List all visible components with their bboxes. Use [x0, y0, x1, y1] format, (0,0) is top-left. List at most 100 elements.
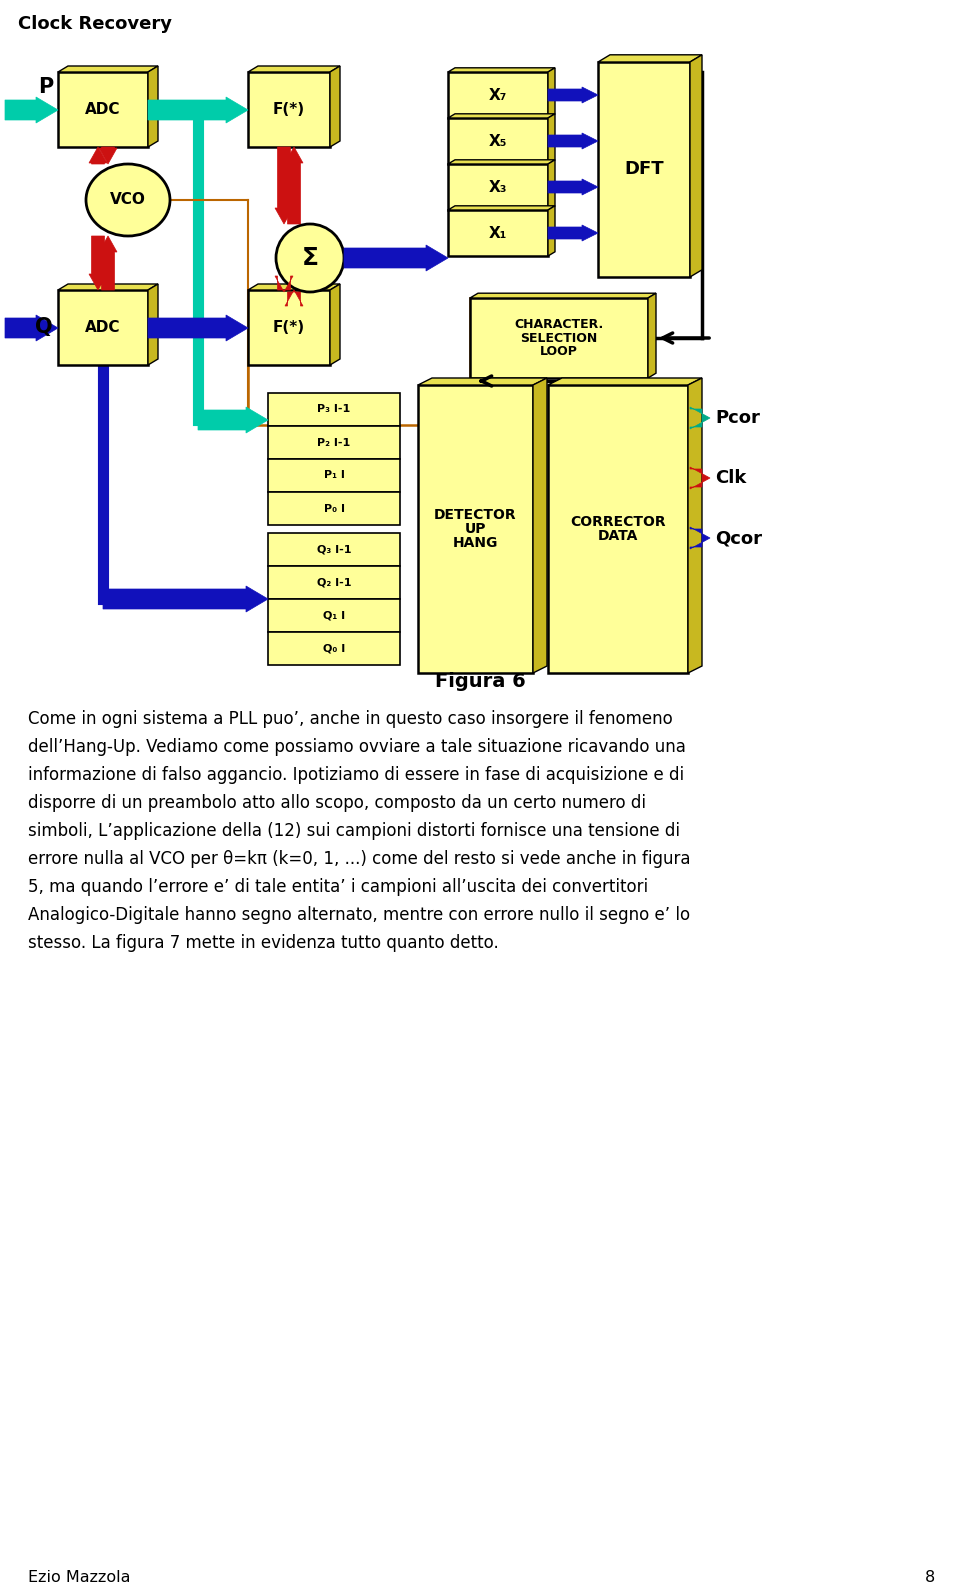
Polygon shape	[548, 159, 555, 210]
Polygon shape	[690, 527, 710, 549]
Text: P₃ I-1: P₃ I-1	[318, 404, 350, 414]
Text: P₁ I: P₁ I	[324, 471, 345, 481]
Polygon shape	[268, 533, 400, 567]
Text: X₇: X₇	[489, 88, 507, 102]
Text: disporre di un preambolo atto allo scopo, composto da un certo numero di: disporre di un preambolo atto allo scopo…	[28, 794, 646, 812]
Text: Q₁ I: Q₁ I	[323, 610, 345, 621]
Polygon shape	[99, 146, 117, 164]
Text: informazione di falso aggancio. Ipotiziamo di essere in fase di acquisizione e d: informazione di falso aggancio. Ipotizia…	[28, 766, 684, 783]
Text: Clk: Clk	[715, 470, 746, 487]
Polygon shape	[58, 283, 158, 290]
Polygon shape	[448, 113, 555, 118]
Polygon shape	[648, 293, 656, 377]
Polygon shape	[268, 427, 400, 458]
Text: P₂ I-1: P₂ I-1	[318, 438, 350, 447]
Text: DATA: DATA	[598, 529, 638, 543]
Polygon shape	[548, 205, 555, 256]
Text: Ezio Mazzola: Ezio Mazzola	[28, 1570, 131, 1586]
Text: F(*): F(*)	[273, 102, 305, 116]
Text: P₀ I: P₀ I	[324, 503, 345, 514]
Text: LOOP: LOOP	[540, 344, 578, 358]
Polygon shape	[275, 275, 293, 291]
Polygon shape	[99, 236, 117, 290]
Text: simboli, L’applicazione della (12) sui campioni distorti fornisce una tensione d: simboli, L’applicazione della (12) sui c…	[28, 821, 680, 841]
Polygon shape	[598, 62, 690, 277]
Polygon shape	[268, 632, 400, 665]
Polygon shape	[148, 65, 158, 146]
Polygon shape	[285, 146, 303, 224]
Text: 5, ma quando l’errore e’ di tale entita’ i campioni all’uscita dei convertitori: 5, ma quando l’errore e’ di tale entita’…	[28, 879, 648, 896]
Polygon shape	[58, 290, 148, 365]
Polygon shape	[690, 408, 710, 428]
Polygon shape	[148, 315, 248, 341]
Polygon shape	[248, 72, 330, 146]
Polygon shape	[690, 466, 710, 489]
Text: Figura 6: Figura 6	[435, 672, 525, 691]
Text: VCO: VCO	[110, 193, 146, 207]
Polygon shape	[268, 567, 400, 599]
Polygon shape	[548, 88, 598, 103]
Ellipse shape	[276, 224, 344, 291]
Polygon shape	[533, 377, 547, 673]
Text: 8: 8	[924, 1570, 935, 1586]
Text: HANG: HANG	[453, 537, 498, 549]
Polygon shape	[548, 178, 598, 194]
Polygon shape	[248, 65, 340, 72]
Polygon shape	[248, 290, 330, 365]
Polygon shape	[548, 134, 598, 150]
Text: Q₃ I-1: Q₃ I-1	[317, 544, 351, 554]
Text: F(*): F(*)	[273, 320, 305, 334]
Polygon shape	[58, 72, 148, 146]
Polygon shape	[470, 298, 648, 377]
Polygon shape	[198, 408, 268, 433]
Text: X₁: X₁	[489, 226, 507, 240]
Text: Qcor: Qcor	[715, 529, 762, 548]
Text: UP: UP	[465, 522, 487, 537]
Text: dell’Hang-Up. Vediamo come possiamo ovviare a tale situazione ricavando una: dell’Hang-Up. Vediamo come possiamo ovvi…	[28, 739, 685, 756]
Polygon shape	[275, 146, 293, 224]
Polygon shape	[548, 224, 598, 240]
Polygon shape	[103, 586, 268, 611]
Text: Analogico-Digitale hanno segno alternato, mentre con errore nullo il segno e’ lo: Analogico-Digitale hanno segno alternato…	[28, 906, 690, 923]
Polygon shape	[418, 385, 533, 673]
Polygon shape	[688, 377, 702, 673]
Text: Pcor: Pcor	[715, 409, 760, 427]
Polygon shape	[548, 385, 688, 673]
Polygon shape	[448, 205, 555, 210]
Polygon shape	[285, 290, 303, 306]
Text: Q₂ I-1: Q₂ I-1	[317, 578, 351, 587]
Ellipse shape	[86, 164, 170, 236]
Polygon shape	[5, 97, 58, 123]
Text: errore nulla al VCO per θ=kπ (k=0, 1, ...) come del resto si vede anche in figur: errore nulla al VCO per θ=kπ (k=0, 1, ..…	[28, 850, 690, 868]
Text: DFT: DFT	[624, 161, 663, 178]
Polygon shape	[448, 118, 548, 164]
Text: X₃: X₃	[489, 180, 507, 194]
Polygon shape	[148, 283, 158, 365]
Polygon shape	[548, 377, 702, 385]
Polygon shape	[344, 245, 448, 271]
Text: Clock Recovery: Clock Recovery	[18, 14, 172, 33]
Text: X₅: X₅	[489, 134, 507, 148]
Text: Q₀ I: Q₀ I	[323, 643, 346, 653]
Text: SELECTION: SELECTION	[520, 331, 598, 344]
Polygon shape	[598, 54, 702, 62]
Text: ADC: ADC	[85, 102, 121, 116]
Polygon shape	[330, 65, 340, 146]
Polygon shape	[5, 315, 58, 341]
Text: Come in ogni sistema a PLL puo’, anche in questo caso insorgere il fenomeno: Come in ogni sistema a PLL puo’, anche i…	[28, 710, 673, 728]
Polygon shape	[268, 458, 400, 492]
Polygon shape	[548, 113, 555, 164]
Polygon shape	[448, 210, 548, 256]
Text: Σ: Σ	[301, 247, 319, 271]
Polygon shape	[58, 65, 158, 72]
Text: Q: Q	[36, 317, 53, 338]
Text: stesso. La figura 7 mette in evidenza tutto quanto detto.: stesso. La figura 7 mette in evidenza tu…	[28, 935, 499, 952]
Polygon shape	[548, 68, 555, 118]
Text: P: P	[37, 76, 53, 97]
Polygon shape	[448, 164, 548, 210]
Text: ADC: ADC	[85, 320, 121, 334]
Text: CORRECTOR: CORRECTOR	[570, 514, 666, 529]
Text: DETECTOR: DETECTOR	[434, 508, 516, 522]
Polygon shape	[268, 393, 400, 427]
Polygon shape	[89, 236, 107, 290]
